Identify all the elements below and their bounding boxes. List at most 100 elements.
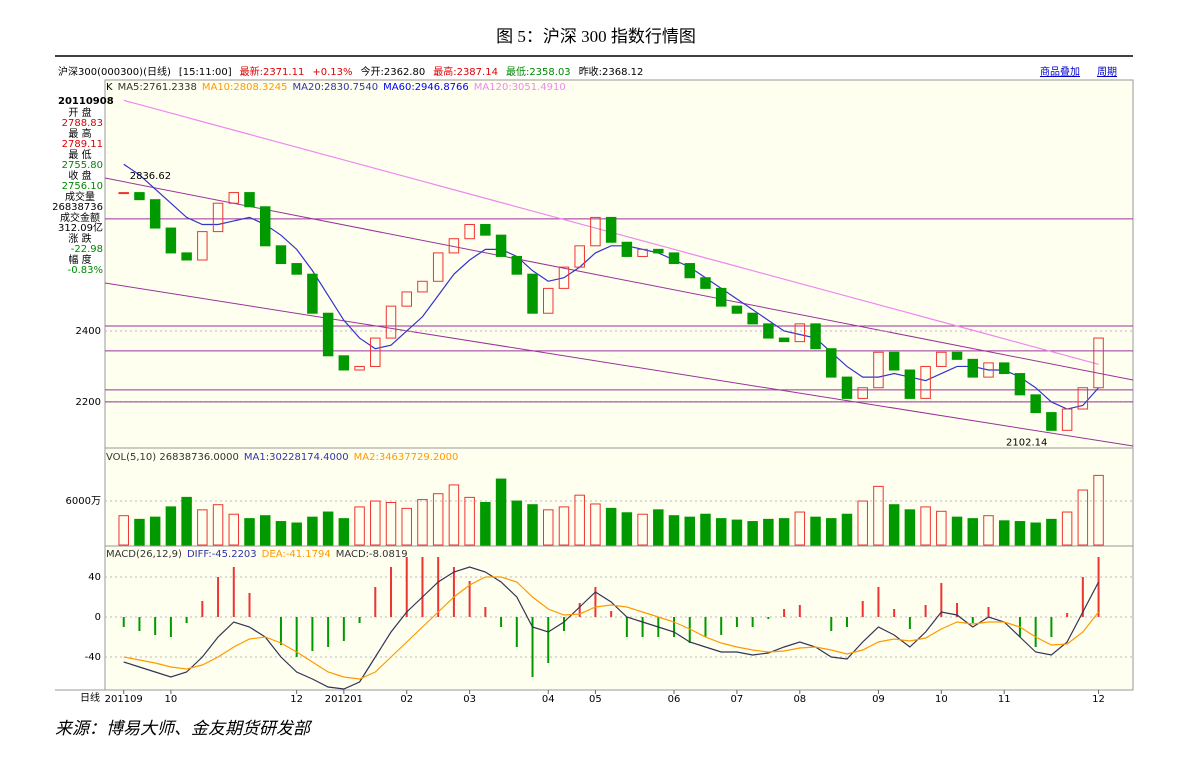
- header-item: 最低:2358.03: [506, 65, 571, 78]
- volume-bar: [275, 521, 287, 546]
- x-tick-label: 09: [872, 694, 885, 705]
- macd-bar: [311, 617, 314, 651]
- x-lead: 日线: [80, 691, 100, 704]
- volume-bar: [873, 485, 884, 546]
- candle: [1030, 394, 1041, 414]
- x-tick-label: 04: [542, 694, 555, 705]
- volume-bar: [385, 502, 397, 546]
- info-date: 20110908: [58, 96, 114, 107]
- macd-bar: [185, 617, 188, 623]
- legend-item: MACD:-8.0819: [336, 549, 408, 560]
- legend-item: DEA:-41.1794: [262, 549, 331, 560]
- candle: [165, 227, 177, 254]
- x-tick-label: 02: [400, 694, 413, 705]
- volume-bar: [543, 509, 554, 546]
- macd-bar: [908, 617, 911, 629]
- macd-bar: [704, 617, 707, 637]
- y-tick-label: -40: [85, 652, 101, 663]
- macd-bar: [1034, 617, 1037, 647]
- candle: [983, 362, 994, 378]
- macd-bar: [217, 577, 220, 617]
- candle: [275, 245, 287, 265]
- info-label: 涨 跌: [68, 232, 91, 245]
- volume-bar: [888, 504, 900, 546]
- volume-bar: [354, 506, 365, 546]
- macd-bar: [594, 587, 597, 617]
- info-value: -22.98: [71, 244, 103, 255]
- macd-bar: [122, 617, 125, 627]
- volume-bar: [653, 509, 664, 546]
- candle: [936, 351, 947, 367]
- candle: [747, 312, 758, 325]
- header-item: 沪深300(000300)(日线): [58, 65, 171, 78]
- candle: [700, 277, 711, 289]
- macd-bar: [531, 617, 534, 677]
- channel-lines: [104, 177, 1134, 447]
- volume-bar: [370, 500, 381, 546]
- low-label: 2102.14: [1006, 438, 1047, 449]
- legend-item: MA60:2946.8766: [383, 82, 469, 93]
- x-tick-label: 05: [589, 694, 602, 705]
- macd-bar: [783, 609, 786, 617]
- x-tick-label: 07: [731, 694, 744, 705]
- volume-bar: [149, 516, 161, 546]
- macd-bar: [625, 617, 628, 637]
- macd-bar: [940, 583, 943, 617]
- candle: [1014, 373, 1026, 396]
- channel-line: [104, 177, 1134, 381]
- macd-bar: [641, 617, 644, 637]
- volume-bar: [841, 513, 853, 546]
- volume-bar: [857, 500, 868, 546]
- volume-bar: [448, 484, 460, 546]
- candle: [464, 224, 475, 240]
- macd-bar: [971, 617, 974, 623]
- macd-bar: [751, 617, 754, 627]
- candle: [1046, 412, 1057, 431]
- macd-line: [123, 566, 1100, 690]
- volume-bar: [731, 519, 743, 546]
- x-tick-label: 10: [165, 694, 178, 705]
- info-value: 2755.80: [62, 160, 103, 171]
- candle: [432, 252, 444, 282]
- macd-bar: [767, 617, 770, 619]
- macd-bar: [484, 607, 487, 617]
- candle: [134, 192, 145, 201]
- volume-bar: [307, 516, 318, 546]
- legend-item: MA20:2830.7540: [292, 82, 378, 93]
- candle: [763, 323, 774, 339]
- ma-line: [123, 163, 1099, 410]
- macd-bar: [421, 557, 424, 617]
- volume-bar: [244, 518, 255, 546]
- x-tick-label: 10: [935, 694, 948, 705]
- y-tick-label: 0: [95, 612, 101, 623]
- volume-bar: [778, 518, 790, 546]
- macd-bar: [1050, 617, 1053, 637]
- macd-bar: [358, 617, 361, 623]
- volume-bar: [480, 502, 491, 546]
- volume-bar: [574, 494, 585, 546]
- macd-bar: [673, 617, 676, 637]
- candle: [826, 348, 837, 378]
- x-tick-label: 03: [463, 694, 476, 705]
- candle: [527, 273, 538, 314]
- header-item: 昨收:2368.12: [579, 65, 644, 78]
- macd-bar: [452, 567, 455, 617]
- x-tick-label: 12: [290, 694, 303, 705]
- legend-item: MA2:34637729.2000: [354, 452, 459, 463]
- volume-bar: [401, 507, 412, 546]
- candle: [920, 365, 931, 399]
- candle: [370, 337, 381, 367]
- candle: [951, 351, 963, 360]
- x-tick-label: 08: [793, 694, 806, 705]
- macd-line: [123, 576, 1100, 680]
- volume-bar: [998, 520, 1010, 546]
- info-label: 开 盘: [68, 106, 91, 119]
- high-label: 2836.62: [130, 171, 171, 182]
- candle: [1093, 337, 1104, 389]
- volume-bar: [1046, 518, 1057, 546]
- candle: [967, 358, 979, 378]
- macd-bar: [735, 617, 738, 627]
- legend-item: MA120:3051.4910: [474, 82, 566, 93]
- x-tick-label: 12: [1092, 694, 1105, 705]
